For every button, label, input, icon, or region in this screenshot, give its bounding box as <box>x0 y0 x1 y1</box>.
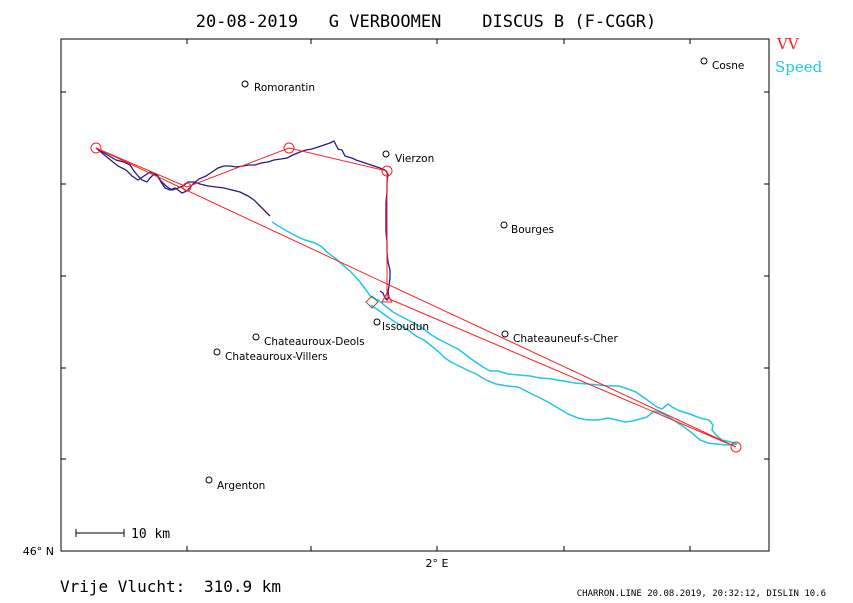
turnpoint-3 <box>381 165 393 177</box>
town-cosne: Cosne <box>700 57 744 72</box>
axis-ticks <box>61 39 769 551</box>
y-axis-tick-label: 46° N <box>23 545 54 558</box>
turnpoint-start <box>90 142 102 154</box>
scale-bar: 10 km <box>75 527 170 542</box>
track-speed <box>271 221 738 446</box>
turnpoint-1 <box>182 182 192 192</box>
map-title: 20-08-2019 G VERBOOMEN DISCUS B (F-CGGR) <box>196 12 657 32</box>
plot-frame <box>60 38 770 552</box>
town-chateauroux-villers: Chateauroux-Villers <box>213 348 328 363</box>
turnpoints <box>90 142 742 453</box>
distance-value: 310.9 km <box>204 577 281 596</box>
town-chateauroux-deols: Chateauroux-Deols <box>252 333 365 348</box>
town-vierzon: Vierzon <box>382 150 434 165</box>
track-vv-leg2 <box>95 147 271 217</box>
turnpoint-2 <box>283 142 295 154</box>
svg-text:Chateauroux-Deols: Chateauroux-Deols <box>264 336 365 348</box>
distance-label: Vrije Vlucht: <box>60 577 185 596</box>
task-lines <box>95 147 737 448</box>
svg-text:Chateauneuf-s-Cher: Chateauneuf-s-Cher <box>513 333 618 345</box>
start-diamond <box>365 295 379 309</box>
town-markers: Romorantin Vierzon Cosne Bourges Issoudu… <box>205 57 744 492</box>
turnpoint-4 <box>730 441 742 453</box>
svg-text:Argenton: Argenton <box>217 480 265 492</box>
town-romorantin: Romorantin <box>241 80 315 94</box>
town-issoudun: Issoudun <box>373 318 429 333</box>
svg-text:Bourges: Bourges <box>511 224 554 236</box>
svg-text:Vierzon: Vierzon <box>395 153 434 165</box>
town-argenton: Argenton <box>205 476 265 492</box>
town-bourges: Bourges <box>500 221 554 236</box>
legend-speed: Speed <box>775 58 823 76</box>
scale-bar-label: 10 km <box>131 527 170 542</box>
svg-text:Romorantin: Romorantin <box>254 82 315 94</box>
svg-text:Chateauroux-Villers: Chateauroux-Villers <box>225 351 328 363</box>
legend-vv: VV <box>776 35 800 53</box>
svg-text:Issoudun: Issoudun <box>382 321 429 333</box>
x-axis-tick-label: 2° E <box>426 557 449 570</box>
track-vv <box>95 140 391 302</box>
finish-triangle <box>381 291 393 303</box>
town-chateauneuf-s-cher: Chateauneuf-s-Cher <box>501 330 618 345</box>
svg-text:Cosne: Cosne <box>712 60 744 72</box>
footer-credit: CHARRON.LINE 20.08.2019, 20:32:12, DISLI… <box>577 589 826 599</box>
